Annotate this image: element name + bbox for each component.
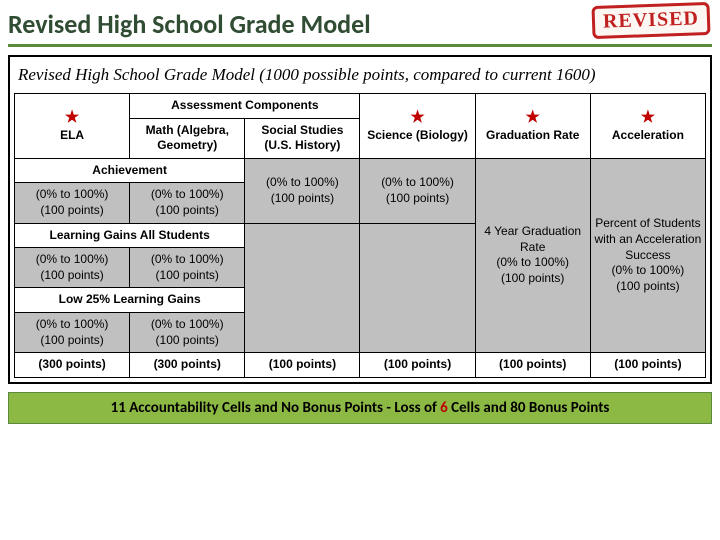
grade-model-table: ★ ELA Assessment Components ★ Science (B… [14,93,706,378]
cell-ela-low25: (0% to 100%)(100 points) [15,312,130,352]
section-gains-all: Learning Gains All Students [15,223,245,248]
total-accel: (100 points) [590,353,705,378]
cell-math-low25: (0% to 100%)(100 points) [130,312,245,352]
model-frame: Revised High School Grade Model (1000 po… [8,55,712,384]
col-ss: Social Studies (U.S. History) [245,118,360,158]
assessment-header: Assessment Components [130,94,360,119]
cell-math-ach: (0% to 100%)(100 points) [130,183,245,223]
total-ss: (100 points) [245,353,360,378]
star-icon: ★ [526,109,540,126]
cell-ss-empty [245,223,360,353]
cell-grad: 4 Year Graduation Rate(0% to 100%)(100 p… [475,158,590,352]
section-low25: Low 25% Learning Gains [15,288,245,313]
star-icon: ★ [65,109,79,126]
col-ela: ★ ELA [15,94,130,159]
total-sci: (100 points) [360,353,475,378]
footer-post: Cells and 80 Bonus Points [448,399,610,417]
slide-title: Revised High School Grade Model REVISED [8,8,712,47]
star-icon: ★ [641,109,655,126]
grad-label: Graduation Rate [486,128,579,142]
cell-sci-ach: (0% to 100%)(100 points) [360,158,475,223]
col-grad: ★ Graduation Rate [475,94,590,159]
footer-six: 6 [440,399,448,417]
cell-ela-ach: (0% to 100%)(100 points) [15,183,130,223]
col-accel: ★ Acceleration [590,94,705,159]
science-label: Science (Biology) [367,128,468,142]
cell-accel: Percent of Students with an Acceleration… [590,158,705,352]
total-grad: (100 points) [475,353,590,378]
total-math: (300 points) [130,353,245,378]
footer-pre: 11 Accountability Cells and No Bonus Poi… [111,399,441,417]
col-science: ★ Science (Biology) [360,94,475,159]
total-ela: (300 points) [15,353,130,378]
cell-sci-empty [360,223,475,353]
col-math: Math (Algebra, Geometry) [130,118,245,158]
section-achievement: Achievement [15,158,245,183]
footer-bar: 11 Accountability Cells and No Bonus Poi… [8,392,712,424]
cell-ss-ach: (0% to 100%)(100 points) [245,158,360,223]
star-icon: ★ [410,109,424,126]
title-text: Revised High School Grade Model [8,8,371,40]
cell-math-gains: (0% to 100%)(100 points) [130,248,245,288]
accel-label: Acceleration [612,128,684,142]
revised-stamp-icon: REVISED [592,2,711,39]
ela-label: ELA [60,128,84,142]
cell-ela-gains: (0% to 100%)(100 points) [15,248,130,288]
subtitle: Revised High School Grade Model (1000 po… [18,65,706,85]
